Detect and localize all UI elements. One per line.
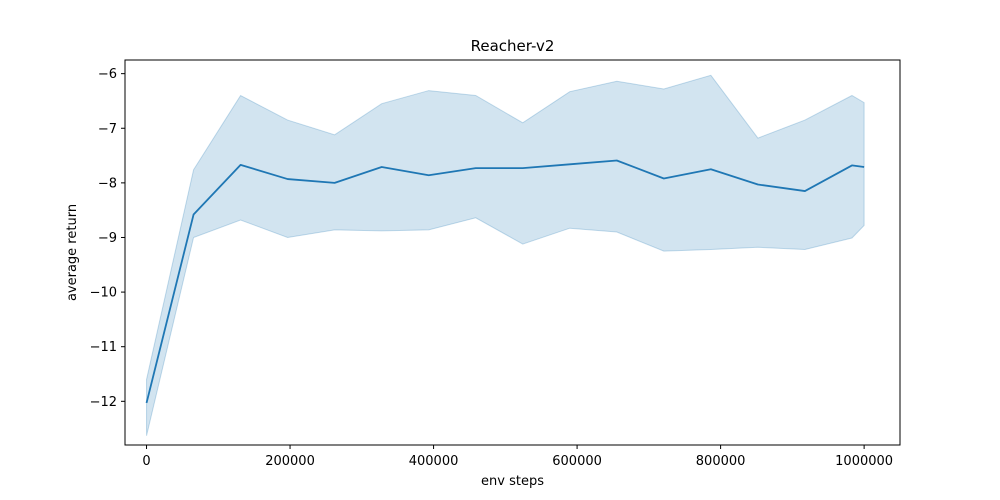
y-tick-label: −8	[98, 176, 117, 191]
confidence-band-0	[146, 74, 865, 436]
x-axis: 0 200000 400000 600000 800000 1000000	[142, 445, 893, 469]
y-axis-label: average return	[65, 204, 80, 301]
y-tick-label: −12	[90, 395, 117, 410]
x-tick-label: 0	[142, 454, 150, 469]
chart-title: Reacher-v2	[471, 37, 555, 55]
x-tick-label: 200000	[265, 454, 315, 469]
y-tick-label: −10	[90, 286, 117, 301]
x-tick-label: 1000000	[835, 454, 893, 469]
x-tick-label: 800000	[696, 454, 746, 469]
y-tick-label: −11	[90, 340, 117, 355]
y-tick-label: −7	[98, 122, 117, 137]
series-line-0	[145, 159, 865, 404]
y-axis: −12 −11 −10 −9 −8 −7 −6	[90, 67, 125, 410]
x-axis-label: env steps	[481, 474, 544, 489]
y-tick-label: −9	[98, 231, 117, 246]
x-tick-label: 600000	[552, 454, 602, 469]
plot-area	[145, 74, 865, 436]
plot-frame	[124, 59, 901, 446]
y-tick-label: −6	[98, 67, 117, 82]
x-tick-label: 400000	[409, 454, 459, 469]
